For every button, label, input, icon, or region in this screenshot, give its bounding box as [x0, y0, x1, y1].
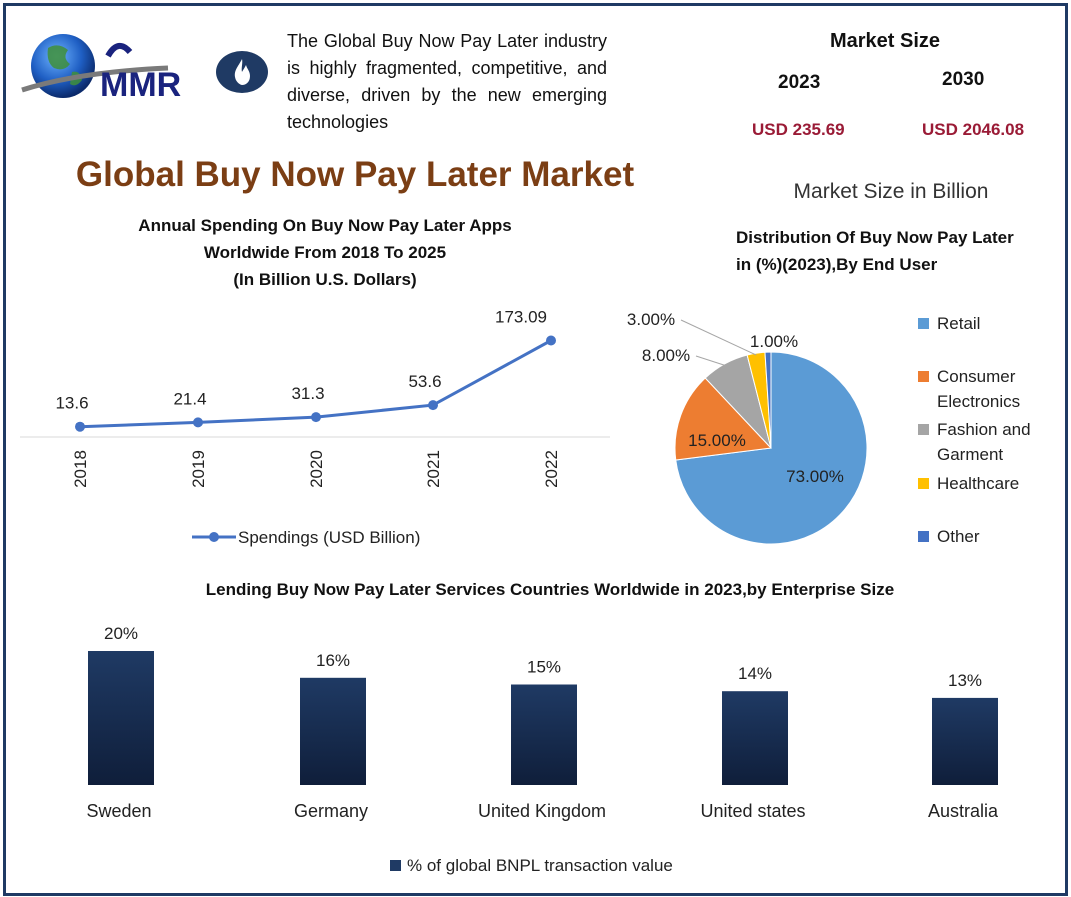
pie-legend-label-consumer-electronics: Consumer [937, 367, 1016, 386]
market-size-value-2023: USD 235.69 [752, 120, 845, 139]
bar-x-label-united-kingdom: United Kingdom [478, 801, 606, 821]
pie-legend-label-retail: Retail [937, 314, 980, 333]
bar-x-label-australia: Australia [928, 801, 999, 821]
line-point-2019 [193, 417, 203, 428]
market-size-year-2030: 2030 [942, 69, 985, 90]
pie-slice-consumer-electronics [674, 377, 773, 461]
line-x-tick-2021: 2021 [424, 450, 443, 488]
line-point-2021 [428, 400, 438, 411]
bar-sweden [88, 651, 154, 785]
pie-chart: 73.00% 15.00% 8.00% 3.00% 1.00% Retail Consume… [627, 310, 1031, 546]
line-x-tick-2020: 2020 [307, 450, 326, 488]
line-legend-label: Spendings (USD Billion) [238, 528, 420, 547]
pie-slice-other [764, 351, 772, 449]
line-legend-marker [209, 532, 219, 542]
pie-legend-swatch-consumer-electronics [918, 371, 929, 382]
line-chart-title-line-1: Annual Spending On Buy Now Pay Later App… [138, 216, 512, 235]
pie-legend-label-other: Other [937, 527, 980, 546]
line-x-tick-2019: 2019 [189, 450, 208, 488]
market-size-year-2023: 2023 [778, 72, 821, 93]
bar-data-label-united-states: 14% [738, 664, 772, 683]
bar-data-label-united-kingdom: 15% [527, 658, 561, 677]
bar-chart-title: Lending Buy Now Pay Later Services Count… [205, 580, 895, 599]
svg-text:MMR: MMR [100, 66, 181, 104]
pie-chart-title-line-2: in (%)(2023),By End User [736, 255, 938, 274]
line-x-tick-2018: 2018 [71, 450, 90, 488]
bar-australia [932, 697, 998, 785]
bar-data-label-sweden: 20% [104, 624, 138, 643]
bar-legend-swatch [390, 860, 401, 871]
pie-legend-swatch-other [918, 531, 929, 542]
bar-data-label-australia: 13% [948, 671, 982, 690]
pie-legend-label-fashion-garment: Fashion and [937, 420, 1031, 439]
bar-x-label-united-states: United states [700, 801, 805, 821]
line-chart: 13.6 2018 21.4 2019 31.3 2020 53.6 2021 173.09 20… [20, 308, 610, 547]
bar-x-label-germany: Germany [294, 801, 368, 821]
pie-legend-label-consumer-electronics-line-2: Electronics [937, 392, 1020, 411]
line-data-label-2019: 21.4 [173, 389, 206, 408]
market-size-title: Market Size [829, 30, 941, 52]
line-chart-title: Annual Spending On Buy Now Pay Later App… [60, 212, 590, 293]
pie-data-label-retail: 73.00% [786, 467, 844, 486]
bar-x-label-sweden: Sweden [86, 801, 151, 821]
market-size-value-2030: USD 2046.08 [922, 120, 1025, 139]
bar-germany [300, 677, 366, 785]
flame-icon [216, 51, 268, 93]
pie-legend-swatch-fashion-garment [918, 424, 929, 435]
pie-data-label-fashion-garment: 8.00% [642, 346, 690, 365]
line-data-label-2018: 13.6 [55, 394, 88, 413]
pie-legend-swatch-retail [918, 318, 929, 329]
line-point-2022 [546, 335, 556, 346]
pie-chart-title-line-1: Distribution Of Buy Now Pay Later [736, 228, 1014, 247]
line-chart-title-line-2: Worldwide From 2018 To 2025 [203, 243, 447, 262]
pie-data-label-consumer-electronics: 15.00% [688, 431, 746, 450]
bar-data-label-germany: 16% [316, 651, 350, 670]
main-title: Global Buy Now Pay Later Market [75, 155, 635, 194]
bar-united-kingdom [511, 684, 577, 785]
pie-legend-swatch-healthcare [918, 478, 929, 489]
line-chart-title-line-3: (In Billion U.S. Dollars) [233, 270, 417, 289]
intro-text: The Global Buy Now Pay Later industry is… [287, 31, 607, 132]
bar-legend-label: % of global BNPL transaction value [407, 856, 673, 875]
bar-chart: 20% Sweden 16% Germany 15% United Kingdom 14% U… [86, 624, 999, 875]
pie-data-label-other: 1.00% [750, 332, 798, 351]
line-point-2020 [311, 412, 321, 423]
line-x-tick-2022: 2022 [542, 450, 561, 488]
line-point-2018 [75, 421, 85, 432]
pie-leader-fashion-garment [695, 355, 726, 367]
pie-leader-healthcare [680, 319, 757, 356]
line-data-label-2020: 31.3 [291, 384, 324, 403]
market-size-unit: Market Size in Billion [793, 180, 989, 203]
pie-legend-label-healthcare: Healthcare [937, 474, 1019, 493]
line-data-label-2022: 173.09 [495, 308, 547, 327]
pie-data-label-healthcare: 3.00% [627, 310, 675, 329]
bar-united-states [722, 691, 788, 785]
pie-legend-label-fashion-garment-line-2: Garment [937, 445, 1003, 464]
pie-chart-title: Distribution Of Buy Now Pay Later in (%)… [700, 224, 1070, 278]
mmr-logo: MMR [21, 34, 181, 104]
line-data-label-2021: 53.6 [408, 372, 441, 391]
